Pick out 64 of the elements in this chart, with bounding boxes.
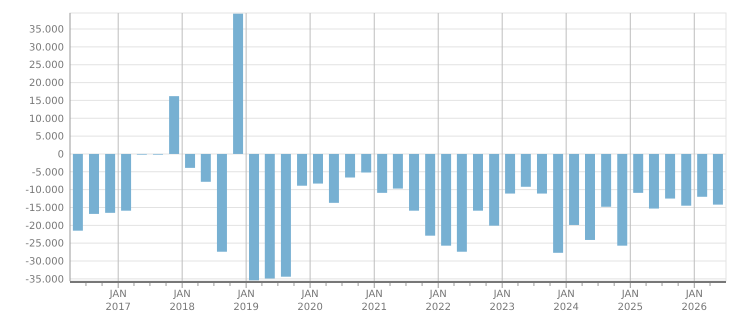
- bar: [489, 154, 500, 226]
- y-tick-label: 5.000: [35, 132, 64, 143]
- x-tick-label: JAN 2017: [105, 289, 131, 313]
- y-tick-label: -30.000: [25, 256, 64, 268]
- bar: [569, 154, 580, 225]
- x-tick-label: JAN 2018: [169, 289, 195, 313]
- bar: [520, 154, 531, 187]
- y-tick-label: 25.000: [29, 60, 64, 72]
- x-tick-label: JAN 2024: [553, 289, 579, 313]
- x-tick-label: JAN 2020: [297, 289, 323, 313]
- bar: [681, 154, 692, 206]
- bar: [345, 154, 356, 178]
- y-tick-label: 20.000: [29, 78, 64, 90]
- y-tick-label: 0: [58, 149, 64, 160]
- y-tick-label: -10.000: [25, 185, 64, 196]
- y-tick-label: -25.000: [25, 238, 64, 250]
- bar: [392, 154, 403, 189]
- bar: [456, 154, 467, 252]
- y-tick-label: 10.000: [29, 114, 64, 125]
- y-tick-label: 30.000: [29, 42, 64, 54]
- x-tick-label: JAN 2026: [682, 289, 708, 313]
- y-tick-label: -5.000: [32, 167, 64, 178]
- bar: [553, 154, 564, 253]
- bar: [425, 154, 436, 236]
- bar: [72, 154, 83, 231]
- bar: [185, 154, 196, 168]
- bar: [280, 154, 291, 277]
- y-tick-label: -15.000: [25, 202, 64, 214]
- x-tick-label: JAN 2019: [233, 289, 259, 313]
- bar: [297, 154, 308, 186]
- bar: [441, 154, 452, 246]
- bar: [328, 154, 339, 203]
- bar: [601, 154, 612, 207]
- bar: [264, 154, 275, 278]
- bar: [312, 154, 323, 184]
- bar: [200, 154, 211, 182]
- bar: [633, 154, 644, 193]
- x-tick-label: JAN 2022: [425, 289, 451, 313]
- bar: [536, 154, 547, 194]
- bar: [712, 154, 723, 205]
- y-tick-label: -35.000: [25, 274, 64, 286]
- bar: [216, 154, 227, 252]
- bar: [473, 154, 484, 211]
- bar: [665, 154, 676, 199]
- bar: [377, 154, 388, 193]
- bar: [169, 96, 180, 154]
- bar: [617, 154, 628, 246]
- y-tick-label: 15.000: [29, 96, 64, 107]
- bar: [409, 154, 420, 211]
- bar: [361, 154, 372, 173]
- bar: [249, 154, 260, 280]
- bar: [105, 154, 116, 213]
- y-tick-label: -20.000: [25, 220, 64, 232]
- bar: [233, 14, 244, 154]
- x-tick-label: JAN 2021: [362, 289, 387, 313]
- bar: [89, 154, 100, 214]
- bar: [697, 154, 708, 197]
- y-tick-label: 35.000: [29, 24, 64, 36]
- x-tick-label: JAN 2025: [618, 289, 644, 313]
- bar: [585, 154, 595, 240]
- bar: [121, 154, 132, 211]
- bar: [648, 154, 659, 209]
- x-tick-label: JAN 2023: [489, 289, 515, 313]
- bar: [505, 154, 516, 194]
